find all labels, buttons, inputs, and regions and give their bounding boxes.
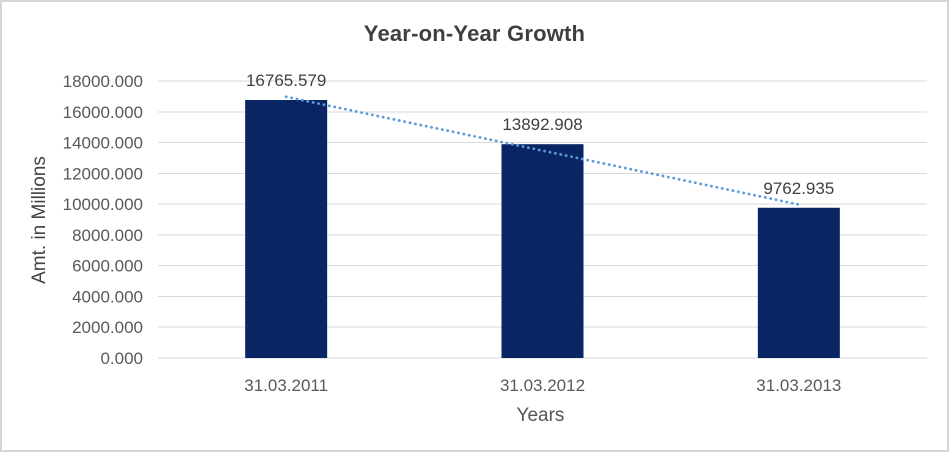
bar-data-label: 9762.935	[763, 179, 834, 198]
y-tick-label: 16000.000	[63, 103, 143, 122]
bar-data-label: 16765.579	[246, 71, 326, 90]
x-tick-label: 31.03.2011	[244, 376, 328, 395]
chart-title: Year-on-Year Growth	[363, 21, 586, 46]
y-tick-label: 6000.000	[72, 257, 143, 276]
bar-31.03.2012	[501, 144, 584, 358]
x-tick-label: 31.03.2013	[756, 376, 841, 395]
trendline	[284, 95, 801, 206]
y-tick-label: 18000.000	[63, 72, 143, 91]
y-tick-label: 8000.000	[72, 226, 143, 245]
y-tick-label: 4000.000	[72, 287, 143, 306]
bar-31.03.2011	[245, 99, 328, 358]
y-tick-label: 10000.000	[63, 195, 143, 214]
y-axis-title-text: Amt. in Millions	[29, 155, 50, 284]
y-tick-label: 14000.000	[63, 134, 143, 153]
bar-data-label: 13892.908	[502, 115, 582, 134]
x-tick-label: 31.03.2012	[500, 376, 585, 395]
x-axis-title: Years	[516, 405, 565, 426]
y-axis-title: Amt. in Millions	[24, 81, 56, 358]
y-tick-label: 0.000	[100, 349, 143, 368]
bar-31.03.2013	[757, 207, 840, 358]
y-tick-label: 12000.000	[63, 164, 143, 183]
y-tick-label: 2000.000	[72, 318, 143, 337]
